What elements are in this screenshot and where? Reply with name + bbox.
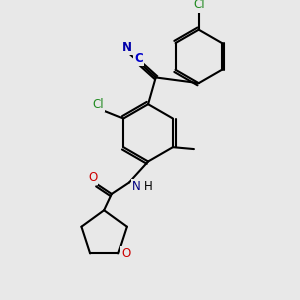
- Text: N: N: [132, 180, 141, 193]
- Text: N: N: [122, 41, 132, 54]
- Text: Cl: Cl: [193, 0, 205, 11]
- Text: O: O: [88, 171, 97, 184]
- Text: H: H: [144, 180, 152, 193]
- Text: C: C: [134, 52, 143, 65]
- Text: O: O: [121, 247, 130, 260]
- Text: Cl: Cl: [93, 98, 104, 111]
